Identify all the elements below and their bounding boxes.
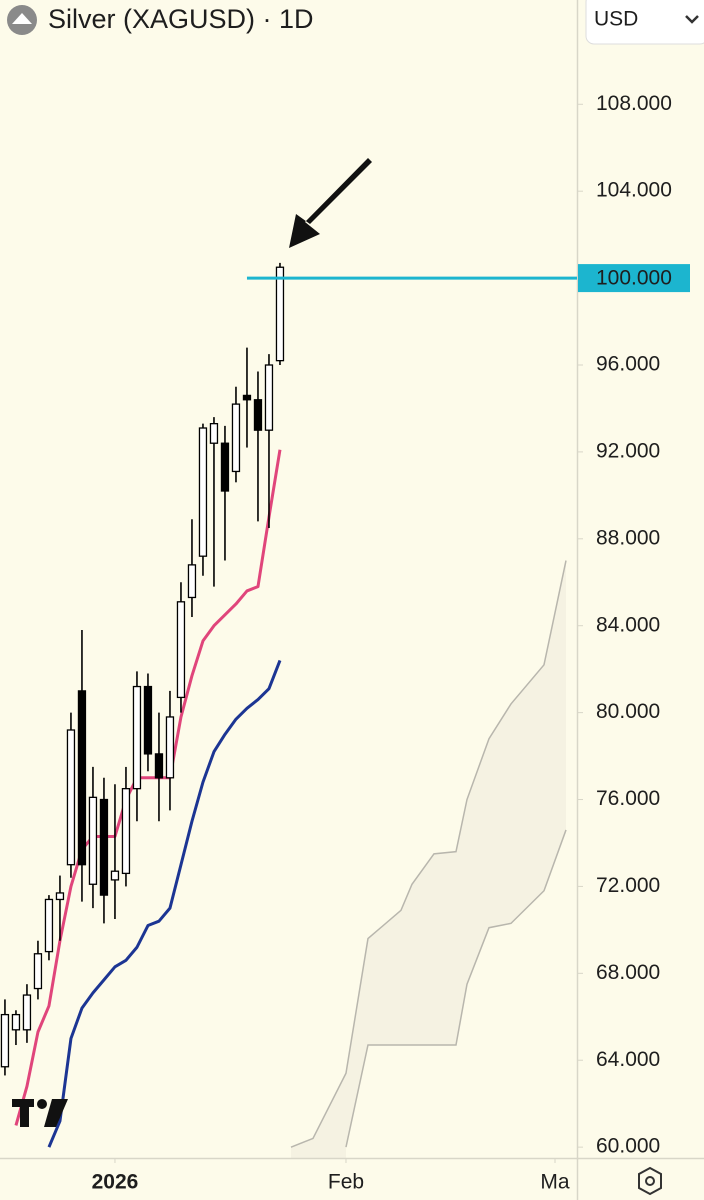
- plot-area: [0, 262, 567, 1158]
- y-tick-label: 76.000: [596, 787, 660, 810]
- candle-body: [253, 399, 263, 431]
- candle-body: [220, 442, 230, 492]
- chart-title: Silver (XAGUSD) · 1D: [48, 4, 314, 34]
- price-label-box: [578, 264, 690, 293]
- candle-body: [242, 394, 252, 401]
- y-tick-label: 88.000: [596, 526, 660, 549]
- y-tick-label: 68.000: [596, 961, 660, 984]
- x-tick-label: 2026: [92, 1171, 139, 1194]
- candle-body: [231, 403, 241, 473]
- symbol-icon-mark: [12, 13, 32, 24]
- candle-body: [264, 364, 274, 431]
- settings-button[interactable]: [638, 1166, 662, 1196]
- candle-body: [66, 729, 76, 866]
- y-tick-label: 64.000: [596, 1048, 660, 1071]
- annotation-arrow: [289, 158, 372, 248]
- y-tick-label: 80.000: [596, 700, 660, 723]
- cloud-edge: [290, 560, 567, 1148]
- cloud-edge: [345, 829, 567, 1148]
- x-tick-label: Feb: [328, 1171, 364, 1194]
- candle-body: [209, 423, 219, 444]
- candle-body: [11, 1013, 21, 1031]
- candle-body: [77, 690, 87, 866]
- price-label: 100.000: [596, 267, 672, 290]
- candle-body: [198, 427, 208, 557]
- y-tick-label: 92.000: [596, 439, 660, 462]
- currency-label[interactable]: USD: [594, 8, 638, 31]
- candle-body: [176, 601, 186, 699]
- y-tick-label: 72.000: [596, 874, 660, 897]
- candle-body: [88, 796, 98, 885]
- tv-logo: [12, 1099, 68, 1127]
- candle-body: [187, 564, 197, 599]
- candle-body: [121, 788, 131, 875]
- y-tick-label: 104.000: [596, 179, 672, 202]
- candle-body: [110, 870, 120, 881]
- candle-body: [22, 994, 32, 1031]
- y-tick-label: 84.000: [596, 613, 660, 636]
- y-tick-label: 60.000: [596, 1135, 660, 1158]
- cloud-area: [290, 560, 566, 1158]
- candle-body: [55, 892, 65, 901]
- x-tick-label: Ma: [540, 1171, 569, 1194]
- candle-body: [33, 953, 43, 990]
- y-tick-label: 96.000: [596, 353, 660, 376]
- dropdown-caret[interactable]: [685, 15, 699, 24]
- candle-body: [165, 716, 175, 779]
- candle-body: [0, 1013, 10, 1068]
- candle-body: [44, 898, 54, 953]
- candle-body: [99, 798, 109, 896]
- candle-body: [154, 753, 164, 779]
- candle-body: [275, 266, 285, 362]
- indicator-line: [47, 659, 282, 1148]
- candle-body: [132, 685, 142, 790]
- candle-body: [143, 685, 153, 755]
- currency-select[interactable]: [585, 0, 704, 45]
- y-tick-label: 108.000: [596, 92, 672, 115]
